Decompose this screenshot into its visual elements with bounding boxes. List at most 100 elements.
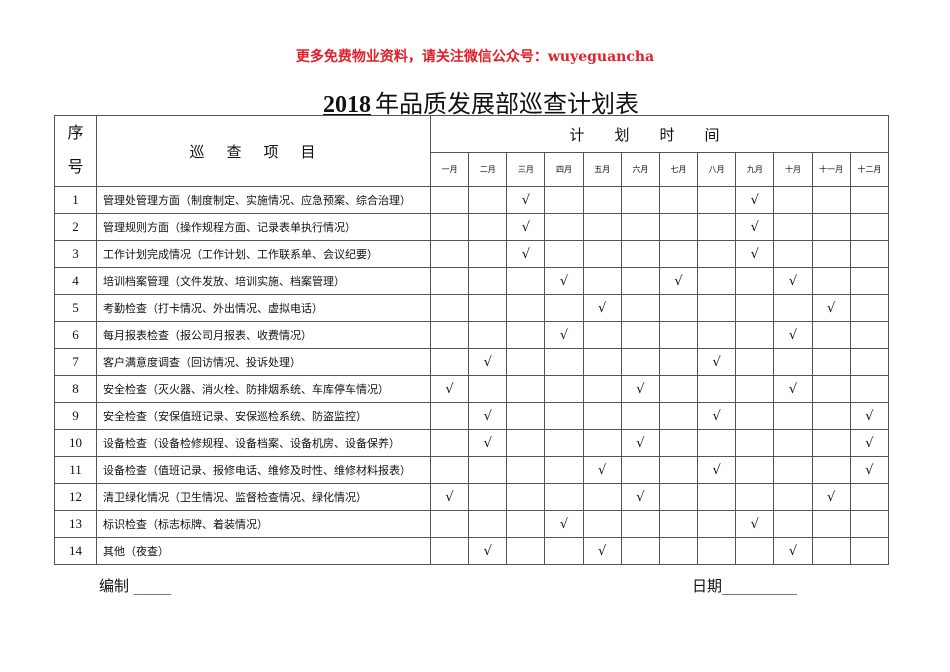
- month-cell: [658, 348, 699, 376]
- month-header: 九月: [735, 152, 775, 187]
- month-cell: [544, 213, 584, 241]
- inspection-item: 培训档案管理（文件发放、培训实施、档案管理）: [96, 267, 431, 295]
- month-cell: [697, 429, 737, 457]
- month-cell: [429, 294, 470, 322]
- promo-banner: 更多免费物业资料，请关注微信公众号：wuyeguancha: [295, 49, 655, 65]
- month-cell: [429, 537, 470, 565]
- month-cell: √: [620, 375, 660, 403]
- month-cell: [468, 456, 508, 484]
- month-header: 十一月: [811, 152, 851, 187]
- month-cell: [582, 267, 622, 295]
- table-row: 9 安全检查（安保值班记录、安保巡检系统、防盗监控） √ √ √: [54, 402, 890, 430]
- month-cell: [429, 240, 470, 268]
- month-cell: [506, 375, 546, 403]
- month-cell: [620, 213, 660, 241]
- month-cell: √: [735, 510, 775, 538]
- month-cell: √: [811, 483, 851, 511]
- month-cell: [849, 186, 890, 214]
- month-cell: [811, 537, 851, 565]
- table-row: 14 其他（夜查） √ √ √: [54, 537, 890, 565]
- inspection-item: 设备检查（值班记录、报修电话、维修及时性、维修材料报表）: [96, 456, 431, 484]
- month-cell: [811, 240, 851, 268]
- month-cell: [468, 213, 508, 241]
- month-cell: [429, 321, 470, 349]
- table-row: 11 设备检查（值班记录、报修电话、维修及时性、维修材料报表） √ √ √: [54, 456, 890, 484]
- month-cell: [735, 456, 775, 484]
- month-cell: [658, 429, 699, 457]
- month-cell: [506, 267, 546, 295]
- month-cell: [773, 456, 813, 484]
- table-row: 5 考勤检查（打卡情况、外出情况、虚拟电话） √ √: [54, 294, 890, 322]
- month-cell: √: [468, 429, 508, 457]
- month-cell: √: [582, 294, 622, 322]
- month-cell: [658, 537, 699, 565]
- month-cell: [620, 402, 660, 430]
- compiled-by: 编制 _____: [99, 577, 172, 595]
- month-cell: [849, 240, 890, 268]
- month-cell: [620, 510, 660, 538]
- row-number: 4: [54, 267, 97, 295]
- month-cell: [849, 213, 890, 241]
- month-header: 一月: [429, 152, 470, 187]
- month-cell: [849, 375, 890, 403]
- inspection-item: 每月报表检查（报公司月报表、收费情况）: [96, 321, 431, 349]
- table-row: 6 每月报表检查（报公司月报表、收费情况） √ √: [54, 321, 890, 349]
- table-row: 2 管理规则方面（操作规程方面、记录表单执行情况） √ √: [54, 213, 890, 241]
- month-cell: √: [582, 537, 622, 565]
- month-cell: [544, 483, 584, 511]
- month-header: 五月: [582, 152, 622, 187]
- month-cell: [735, 267, 775, 295]
- month-cell: [544, 537, 584, 565]
- month-cell: [697, 294, 737, 322]
- month-cell: [658, 213, 699, 241]
- table-row: 1 管理处管理方面（制度制定、实施情况、应急预案、综合治理） √ √: [54, 186, 890, 214]
- month-cell: [429, 348, 470, 376]
- table-row: 4 培训档案管理（文件发放、培训实施、档案管理） √ √ √: [54, 267, 890, 295]
- month-cell: [429, 213, 470, 241]
- month-cell: [506, 510, 546, 538]
- month-cell: [506, 537, 546, 565]
- row-number: 13: [54, 510, 97, 538]
- month-cell: [582, 321, 622, 349]
- month-cell: [582, 348, 622, 376]
- month-cell: [620, 456, 660, 484]
- month-cell: [544, 375, 584, 403]
- month-cell: √: [429, 483, 470, 511]
- month-cell: [620, 186, 660, 214]
- month-cell: [697, 186, 737, 214]
- month-cell: [811, 186, 851, 214]
- month-cell: [506, 321, 546, 349]
- inspection-item: 清卫绿化情况（卫生情况、监督检查情况、绿化情况）: [96, 483, 431, 511]
- month-cell: [468, 267, 508, 295]
- month-cell: √: [468, 348, 508, 376]
- month-cell: [773, 429, 813, 457]
- month-cell: [735, 402, 775, 430]
- month-header: 八月: [697, 152, 737, 187]
- month-cell: √: [773, 375, 813, 403]
- month-cell: [582, 429, 622, 457]
- month-cell: [658, 375, 699, 403]
- month-cell: √: [620, 429, 660, 457]
- month-cell: [658, 186, 699, 214]
- month-cell: [620, 267, 660, 295]
- inspection-item: 其他（夜查）: [96, 537, 431, 565]
- month-cell: [544, 402, 584, 430]
- row-number: 9: [54, 402, 97, 430]
- month-header: 二月: [468, 152, 508, 187]
- row-number: 11: [54, 456, 97, 484]
- table-row: 13 标识检查（标志标牌、着装情况） √ √: [54, 510, 890, 538]
- month-cell: [468, 483, 508, 511]
- month-cell: [773, 213, 813, 241]
- month-cell: [735, 321, 775, 349]
- month-header: 四月: [544, 152, 584, 187]
- month-cell: √: [658, 267, 699, 295]
- month-cell: [544, 429, 584, 457]
- inspection-plan-table: 序号 巡查项目 计划时间 一月 二月 三月 四月 五月 六月 七月 八月 九月 十月 十一月 十二月 …: [54, 115, 890, 565]
- month-cell: [735, 537, 775, 565]
- date-field: 日期__________: [692, 577, 798, 595]
- month-cell: √: [773, 537, 813, 565]
- month-cell: [849, 267, 890, 295]
- month-cell: √: [544, 510, 584, 538]
- month-cell: [429, 186, 470, 214]
- month-cell: [773, 186, 813, 214]
